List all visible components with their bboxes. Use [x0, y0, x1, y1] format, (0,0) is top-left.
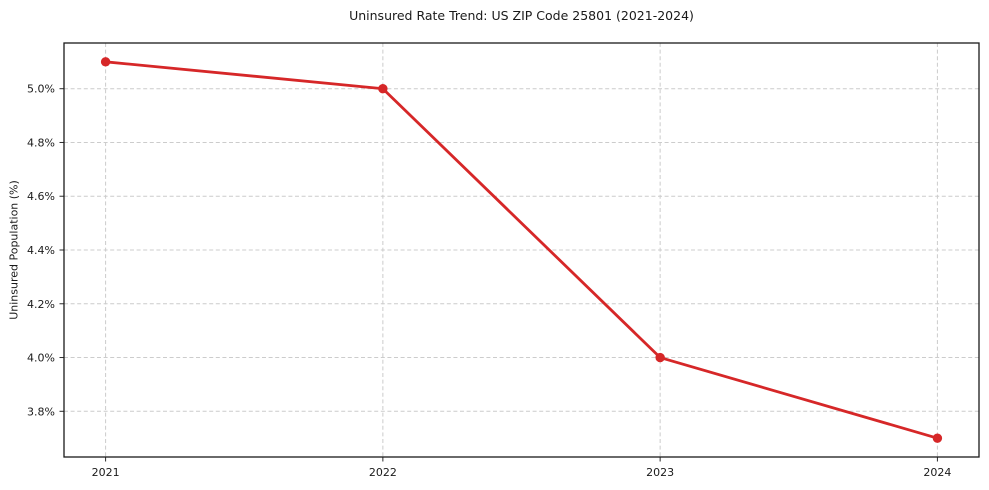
y-tick-label: 4.2%	[27, 298, 55, 311]
x-tick-label: 2024	[923, 466, 951, 479]
y-tick-label: 4.0%	[27, 352, 55, 365]
y-tick-label: 3.8%	[27, 405, 55, 418]
data-point-marker	[932, 433, 943, 443]
y-tick-label: 4.4%	[27, 244, 55, 257]
data-point-marker	[378, 84, 388, 94]
x-tick-label: 2022	[369, 466, 397, 479]
data-point-marker	[655, 352, 665, 363]
chart-title: Uninsured Rate Trend: US ZIP Code 25801 …	[349, 8, 694, 23]
x-tick-label: 2021	[92, 466, 120, 479]
trend-line	[104, 60, 939, 440]
plot-border	[63, 42, 980, 458]
y-tick-label: 4.6%	[27, 190, 55, 203]
x-tick-label: 2023	[646, 466, 674, 479]
y-tick-label: 5.0%	[27, 83, 55, 96]
data-point-marker	[100, 57, 111, 67]
y-axis-label: Uninsured Population (%)	[7, 180, 21, 320]
y-tick-label: 4.8%	[27, 136, 55, 149]
